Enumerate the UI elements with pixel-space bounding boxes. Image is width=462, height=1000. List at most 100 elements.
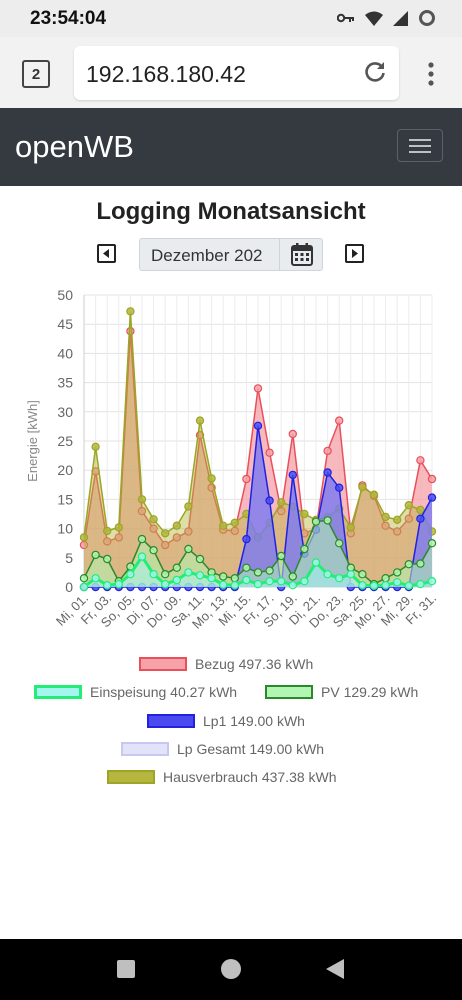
data-point[interactable]: [393, 527, 402, 536]
data-point[interactable]: [218, 580, 228, 589]
data-point[interactable]: [381, 581, 390, 590]
data-point[interactable]: [381, 521, 390, 530]
tab-switcher-button[interactable]: 2: [22, 60, 50, 88]
data-point[interactable]: [91, 574, 100, 583]
data-point[interactable]: [288, 572, 297, 581]
legend-item[interactable]: Einspeisung 40.27 kWh: [34, 684, 237, 700]
data-point[interactable]: [149, 546, 158, 555]
home-icon[interactable]: [220, 958, 242, 980]
data-point[interactable]: [369, 490, 379, 499]
data-point[interactable]: [358, 570, 367, 579]
previous-month-button[interactable]: [97, 244, 116, 263]
data-point[interactable]: [404, 560, 413, 569]
data-point[interactable]: [277, 498, 286, 507]
next-month-button[interactable]: [345, 244, 364, 263]
data-point[interactable]: [242, 474, 251, 484]
data-point[interactable]: [102, 537, 112, 546]
data-point[interactable]: [137, 506, 147, 516]
data-point[interactable]: [253, 384, 263, 393]
data-point[interactable]: [184, 544, 193, 554]
back-icon[interactable]: [325, 958, 345, 980]
data-point[interactable]: [230, 581, 239, 590]
data-point[interactable]: [300, 577, 309, 586]
data-point[interactable]: [288, 429, 297, 439]
data-point[interactable]: [311, 558, 321, 567]
data-point[interactable]: [253, 579, 263, 589]
data-point[interactable]: [172, 575, 181, 585]
legend-item[interactable]: Lp Gesamt 149.00 kWh: [121, 741, 324, 757]
data-point[interactable]: [230, 518, 239, 527]
data-point[interactable]: [393, 568, 402, 577]
data-point[interactable]: [79, 574, 89, 583]
data-point[interactable]: [288, 581, 297, 590]
data-point[interactable]: [195, 571, 205, 580]
data-point[interactable]: [218, 572, 228, 581]
legend-item[interactable]: Lp1 149.00 kWh: [147, 713, 305, 729]
data-point[interactable]: [114, 579, 124, 589]
data-point[interactable]: [393, 578, 402, 587]
data-point[interactable]: [126, 307, 135, 316]
data-point[interactable]: [160, 540, 170, 550]
data-point[interactable]: [416, 514, 425, 523]
data-point[interactable]: [242, 575, 251, 585]
data-point[interactable]: [242, 563, 251, 572]
data-point[interactable]: [149, 515, 158, 524]
data-point[interactable]: [253, 568, 263, 577]
data-point[interactable]: [427, 493, 437, 502]
data-point[interactable]: [416, 579, 425, 589]
data-point[interactable]: [184, 502, 193, 511]
data-point[interactable]: [230, 526, 239, 536]
data-point[interactable]: [288, 470, 297, 480]
data-point[interactable]: [335, 574, 344, 583]
legend-item[interactable]: PV 129.29 kWh: [265, 684, 418, 700]
data-point[interactable]: [416, 505, 425, 515]
data-point[interactable]: [160, 529, 170, 538]
data-point[interactable]: [427, 474, 437, 484]
data-point[interactable]: [381, 512, 390, 522]
data-point[interactable]: [335, 416, 344, 425]
data-point[interactable]: [265, 566, 274, 575]
data-point[interactable]: [102, 526, 112, 536]
data-point[interactable]: [137, 495, 147, 504]
data-point[interactable]: [91, 550, 100, 560]
data-point[interactable]: [416, 456, 425, 465]
month-picker[interactable]: Dezember 202: [139, 238, 323, 271]
data-point[interactable]: [277, 577, 286, 586]
data-point[interactable]: [427, 577, 437, 586]
data-point[interactable]: [195, 416, 205, 425]
data-point[interactable]: [323, 446, 332, 456]
data-point[interactable]: [149, 570, 158, 579]
data-point[interactable]: [102, 581, 112, 590]
data-point[interactable]: [160, 570, 170, 579]
data-point[interactable]: [300, 544, 309, 554]
data-point[interactable]: [265, 577, 274, 586]
data-point[interactable]: [137, 534, 147, 544]
data-point[interactable]: [393, 515, 402, 524]
brand-title[interactable]: openWB: [15, 129, 134, 164]
data-point[interactable]: [404, 581, 413, 590]
data-point[interactable]: [137, 552, 147, 561]
recent-apps-icon[interactable]: [116, 959, 136, 979]
data-point[interactable]: [369, 581, 379, 590]
data-point[interactable]: [265, 496, 274, 505]
data-point[interactable]: [346, 523, 355, 532]
data-point[interactable]: [265, 448, 274, 457]
data-point[interactable]: [207, 474, 216, 483]
data-point[interactable]: [218, 521, 228, 530]
data-point[interactable]: [184, 527, 193, 536]
data-point[interactable]: [114, 523, 124, 532]
data-point[interactable]: [311, 517, 321, 526]
legend-item[interactable]: Bezug 497.36 kWh: [139, 656, 313, 672]
month-value[interactable]: Dezember 202: [151, 246, 263, 265]
data-point[interactable]: [427, 539, 437, 548]
data-point[interactable]: [277, 551, 286, 561]
data-point[interactable]: [323, 570, 332, 579]
data-point[interactable]: [323, 468, 332, 477]
data-point[interactable]: [172, 533, 181, 542]
data-point[interactable]: [207, 574, 216, 583]
data-point[interactable]: [323, 516, 332, 525]
address-bar[interactable]: 192.168.180.42: [74, 46, 399, 100]
calendar-button[interactable]: [279, 239, 324, 270]
data-point[interactable]: [79, 533, 89, 542]
